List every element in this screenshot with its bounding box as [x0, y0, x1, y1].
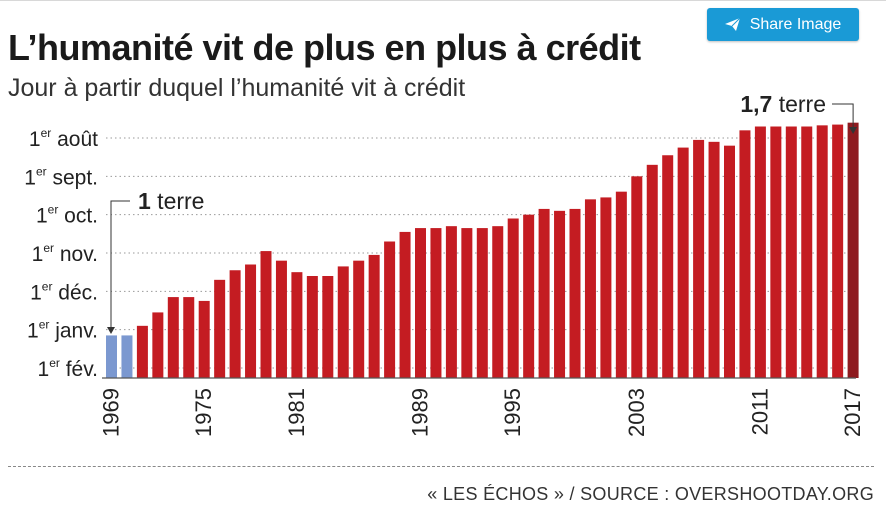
y-tick-label: 1er déc.	[30, 279, 98, 304]
y-tick-label: 1er août	[29, 126, 98, 151]
y-tick-label: 1er oct.	[36, 203, 98, 228]
bar-1996	[523, 214, 535, 378]
bar-2010	[739, 130, 751, 378]
bar-2003	[631, 176, 643, 378]
bar-2012	[770, 126, 782, 378]
bar-2006	[677, 147, 689, 378]
bar-1987	[384, 241, 396, 378]
y-tick-label: 1er janv.	[27, 318, 98, 343]
bar-2014	[801, 126, 813, 378]
annotation-1-terre-arrowhead	[107, 327, 115, 334]
annotation-17-terre-arrowhead	[849, 127, 858, 134]
bar-1969	[106, 335, 117, 378]
bar-1995	[507, 218, 519, 378]
x-tick-label: 1969	[99, 388, 124, 437]
bar-1979	[260, 251, 272, 378]
bar-1984	[337, 266, 349, 378]
bar-1973	[167, 297, 179, 378]
bar-2004	[646, 164, 658, 378]
chart-title: L’humanité vit de plus en plus à crédit	[8, 27, 641, 68]
bar-1974	[183, 297, 195, 378]
bar-1980	[275, 260, 287, 378]
bar-1978	[245, 264, 257, 378]
share-image-label: Share Image	[749, 15, 842, 33]
share-image-button[interactable]: Share Image	[707, 8, 859, 41]
bar-2007	[693, 139, 705, 378]
bar-2000	[584, 199, 596, 378]
bar-2002	[615, 191, 627, 378]
bar-2016	[832, 124, 844, 378]
bar-1998	[554, 210, 566, 378]
x-tick-label: 2003	[624, 388, 649, 437]
chart-subtitle: Jour à partir duquel l’humanité vit à cr…	[8, 74, 466, 102]
annotation-1-terre: 1 terre	[138, 188, 204, 214]
bar-2011	[754, 126, 766, 378]
bar-1970	[121, 335, 133, 378]
bar-2001	[600, 197, 612, 378]
bar-1971	[136, 325, 148, 378]
source-credit: « LES ÉCHOS » / SOURCE : OVERSHOOTDAY.OR…	[427, 484, 874, 504]
bar-1988	[399, 231, 411, 378]
bar-1976	[214, 279, 226, 378]
bar-1999	[569, 208, 581, 378]
bar-2017	[847, 122, 859, 379]
x-tick-label: 1989	[408, 388, 433, 437]
y-tick-label: 1er nov.	[32, 241, 98, 266]
bar-1990	[430, 228, 442, 378]
y-tick-label: 1er fév.	[38, 356, 98, 381]
x-tick-label: 1975	[191, 388, 216, 437]
top-divider	[0, 0, 886, 1]
bar-2009	[724, 145, 735, 378]
bar-1983	[322, 276, 334, 378]
bar-2013	[785, 126, 797, 378]
bar-1991	[445, 226, 457, 378]
annotation-17-terre-leader	[832, 103, 854, 132]
bar-1977	[229, 270, 241, 378]
bar-1985	[353, 260, 365, 378]
bar-1981	[291, 272, 303, 378]
bar-2015	[816, 125, 828, 378]
bar-1989	[415, 228, 426, 378]
bottom-divider	[8, 466, 874, 467]
bar-1986	[368, 254, 380, 378]
bar-1975	[198, 300, 210, 378]
bar-1972	[152, 312, 164, 378]
bar-1994	[492, 226, 504, 378]
x-tick-label: 1981	[284, 388, 309, 437]
paper-plane-icon	[724, 18, 740, 31]
annotation-1-terre-leader	[110, 200, 130, 333]
bar-1992	[461, 228, 473, 378]
bar-2005	[662, 155, 674, 378]
bar-2008	[708, 141, 720, 378]
annotation-17-terre: 1,7 terre	[740, 91, 826, 117]
x-tick-label: 2011	[747, 388, 772, 435]
y-tick-label: 1er sept.	[24, 164, 98, 189]
bar-1982	[306, 276, 318, 378]
bar-1997	[538, 208, 550, 378]
x-tick-label: 2017	[840, 388, 865, 437]
x-tick-label: 1995	[500, 388, 525, 437]
bar-1993	[476, 228, 488, 378]
